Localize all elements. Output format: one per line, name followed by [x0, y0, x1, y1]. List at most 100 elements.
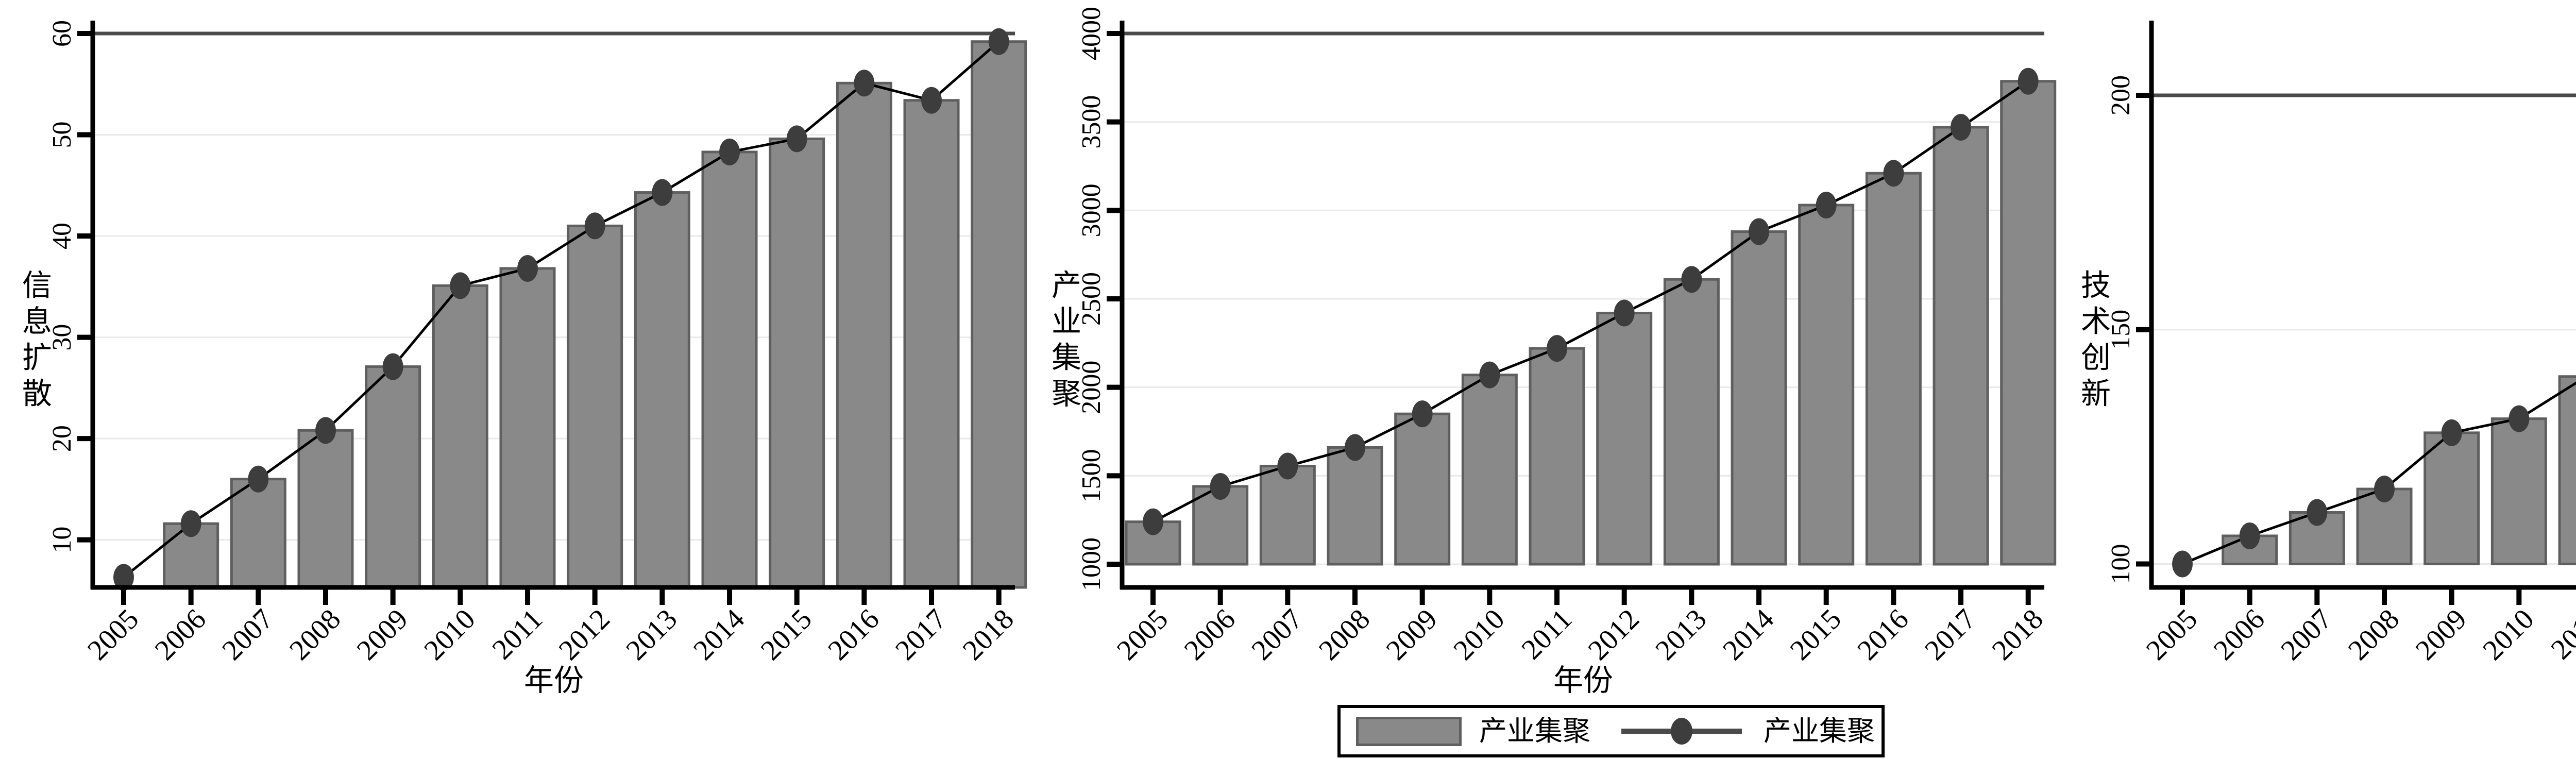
data-point-marker: [2441, 419, 2462, 446]
x-tick-label: 2018: [957, 603, 1020, 666]
chart-panel-middle: 1000 1500 2000 2500 3000 3500 4000 2005 2006 2007…: [1052, 7, 2057, 697]
x-tick-label: 2007: [216, 603, 279, 666]
bar: [971, 40, 1027, 589]
data-point-marker: [2172, 550, 2193, 578]
x-tick-label: 2016: [822, 603, 886, 666]
bar: [2000, 80, 2057, 566]
bar: [903, 99, 960, 589]
y-tick-label: 100: [2106, 544, 2136, 584]
x-tick-label: 2015: [755, 603, 818, 666]
data-point-marker: [2018, 68, 2039, 95]
y-tick-label: 1500: [1077, 449, 1106, 502]
x-tick-label: 2007: [1245, 603, 1309, 666]
data-point-marker: [517, 255, 538, 282]
data-point-marker: [382, 353, 403, 380]
bar: [1596, 311, 1653, 566]
x-tick-label: 2014: [687, 603, 751, 666]
x-tick-label: 2017: [889, 603, 953, 666]
data-point-marker: [2374, 476, 2395, 503]
bar: [567, 224, 623, 589]
bar: [2424, 431, 2480, 566]
data-point-marker: [988, 28, 1009, 55]
data-point-marker: [652, 179, 673, 206]
chart-panel-left: 10 20 30 40 50 60 2005 2006 2007 2008 2009 2010 2011…: [22, 20, 1027, 697]
y-tick-label: 1000: [1077, 537, 1106, 591]
y-tick-label: 50: [47, 122, 77, 148]
bar: [432, 284, 488, 589]
y-tick-label: 30: [47, 324, 77, 351]
legend-line-marker-icon: [1621, 718, 1742, 745]
x-tick-label: 2010: [1448, 603, 1511, 666]
x-axis-title: 年份: [524, 664, 584, 697]
data-point-marker: [1614, 299, 1635, 327]
data-point-marker: [1210, 473, 1231, 500]
bar: [2558, 375, 2576, 566]
data-point-marker: [450, 272, 471, 299]
data-point-marker: [315, 417, 336, 444]
bar: [634, 191, 690, 589]
x-tick-label: 2005: [1111, 603, 1174, 666]
data-point-marker: [248, 465, 269, 493]
legend-marker-icon: [1671, 718, 1692, 745]
bar: [1798, 204, 1855, 566]
chart-panel-right: 1001502002005200620072008200920102011201…: [2081, 21, 2576, 666]
x-tick-label: 2013: [620, 603, 684, 666]
x-tick-label: 2011: [1516, 603, 1579, 666]
data-point-marker: [921, 87, 942, 114]
y-tick-label: 2000: [1077, 361, 1106, 414]
x-tick-label: 2012: [1582, 603, 1646, 666]
data-point-marker: [1547, 335, 1568, 362]
y-tick-label: 10: [47, 527, 77, 553]
trend-line: [2182, 381, 2576, 565]
data-point-marker: [113, 564, 134, 591]
data-point-marker: [1816, 192, 1837, 219]
legend-label-bar: 产业集聚: [1479, 716, 1590, 747]
trend-line: [1152, 80, 2029, 523]
x-tick-label: 2018: [1986, 603, 2049, 666]
x-tick-label: 2006: [1178, 603, 1242, 666]
x-tick-label: 2005: [81, 603, 145, 666]
y-tick-label: 40: [47, 223, 77, 249]
y-tick-label: 3500: [1077, 95, 1106, 149]
x-tick-label: 2007: [2275, 603, 2338, 666]
x-tick-label: 2008: [2342, 603, 2405, 666]
bar: [297, 429, 354, 589]
bar: [1327, 446, 1383, 566]
bar: [1461, 374, 1518, 566]
x-axis-title: 年份: [1553, 664, 1613, 697]
data-point-marker: [180, 510, 201, 537]
data-point-marker: [1345, 434, 1366, 461]
data-point-marker: [1277, 452, 1298, 480]
x-tick-label: 2011: [486, 603, 549, 666]
x-tick-label: 2011: [2545, 603, 2576, 666]
y-tick-label: 3000: [1077, 183, 1106, 237]
y-tick-label: 20: [47, 425, 77, 452]
bar: [1529, 347, 1585, 566]
x-tick-label: 2008: [1313, 603, 1376, 666]
x-tick-label: 2006: [2208, 603, 2271, 666]
bar: [836, 81, 892, 589]
legend-box: 产业集聚 产业集聚: [1337, 705, 1885, 757]
data-point-marker: [786, 125, 807, 153]
bar: [1394, 412, 1451, 566]
x-tick-label: 2005: [2140, 603, 2204, 666]
y-axis-title: 产业集聚: [1052, 268, 1081, 410]
x-tick-label: 2009: [2410, 603, 2473, 666]
bar: [2490, 417, 2547, 566]
y-axis-title: 技术创新: [2081, 268, 2111, 410]
bar: [1933, 126, 1989, 566]
bar: [769, 137, 825, 589]
data-point-marker: [1412, 400, 1433, 428]
x-tick-label: 2006: [149, 603, 212, 666]
x-tick-label: 2008: [283, 603, 347, 666]
x-tick-label: 2010: [2477, 603, 2540, 666]
legend-bar-swatch: [1356, 716, 1462, 746]
data-point-marker: [1143, 508, 1163, 535]
x-tick-label: 2017: [1919, 603, 1982, 666]
legend-label-line: 产业集聚: [1764, 716, 1875, 747]
x-tick-label: 2009: [351, 603, 414, 666]
y-tick-label: 150: [2106, 310, 2136, 350]
data-point-marker: [584, 212, 605, 240]
data-point-marker: [2239, 522, 2260, 549]
